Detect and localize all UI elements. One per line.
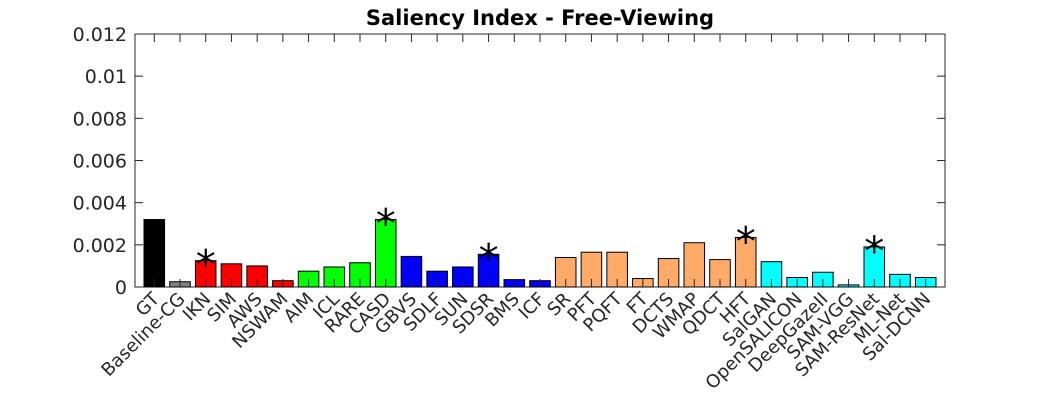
axes-box xyxy=(134,33,946,288)
significance-star: * xyxy=(864,229,884,275)
significance-star: * xyxy=(736,219,756,265)
y-tick-label: 0.01 xyxy=(85,66,127,88)
y-tick-label: 0 xyxy=(115,277,127,299)
y-tick-label: 0.004 xyxy=(73,193,127,215)
significance-star: * xyxy=(376,202,396,248)
plot-area: 00.0020.0040.0060.0080.010.012GTBaseline… xyxy=(73,24,946,394)
significance-star: * xyxy=(196,243,216,289)
y-tick-label: 0.008 xyxy=(73,108,127,130)
y-tick-label: 0.006 xyxy=(73,151,127,173)
bar-gt xyxy=(143,219,166,288)
y-tick-label: 0.002 xyxy=(73,235,127,257)
y-tick-label: 0.012 xyxy=(73,24,127,46)
chart-title: Saliency Index - Free-Viewing xyxy=(366,6,714,30)
significance-star: * xyxy=(479,236,499,282)
